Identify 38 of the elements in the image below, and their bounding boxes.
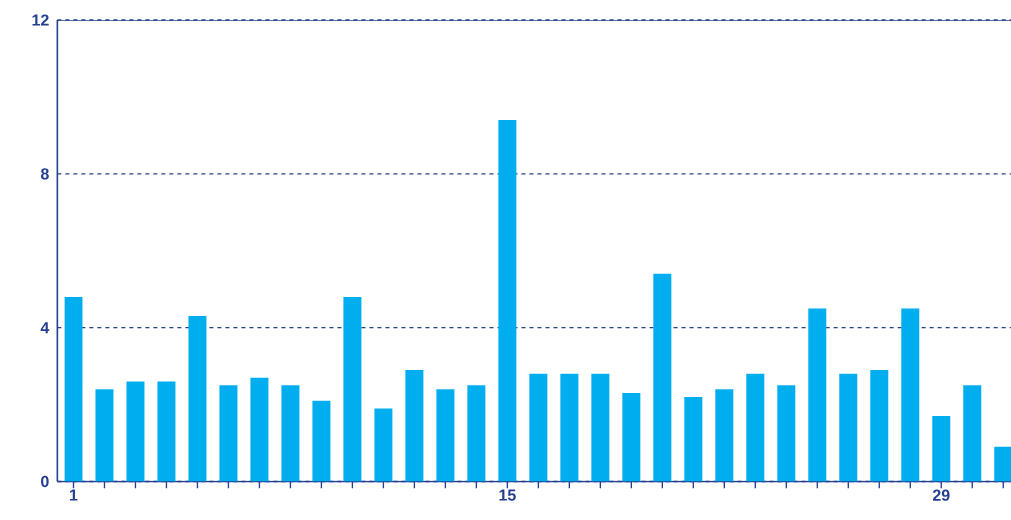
bar [374, 408, 393, 482]
bar [870, 369, 889, 482]
y-tick-label: 0 [41, 475, 49, 488]
bar [157, 381, 176, 482]
bar [64, 296, 83, 482]
bar [808, 308, 827, 482]
bar [405, 369, 424, 482]
bar [715, 389, 734, 482]
y-tick-label: 12 [32, 14, 49, 26]
bar [343, 296, 362, 482]
bar [777, 385, 796, 482]
bar [188, 316, 207, 482]
bar [467, 385, 486, 482]
bar [839, 373, 858, 482]
bar [653, 273, 672, 482]
y-tick-label: 4 [40, 322, 50, 334]
bar [684, 396, 703, 482]
bar [281, 385, 300, 482]
bar [591, 373, 610, 482]
bar [219, 385, 238, 482]
bar [312, 400, 331, 482]
x-tick-label: 15 [499, 489, 516, 501]
bar [963, 385, 982, 482]
bar [436, 389, 455, 482]
bar [560, 373, 579, 482]
bar [901, 308, 920, 482]
y-tick-label: 8 [40, 168, 49, 180]
bar [622, 392, 641, 482]
bar [126, 381, 145, 482]
bar [498, 119, 517, 482]
bar [250, 377, 269, 482]
x-tick-label: 1 [70, 489, 78, 501]
bar [529, 373, 548, 482]
x-tick-label: 29 [932, 489, 950, 501]
bar [932, 416, 951, 482]
bar [95, 389, 114, 482]
bar [994, 446, 1011, 482]
bar [746, 373, 765, 482]
